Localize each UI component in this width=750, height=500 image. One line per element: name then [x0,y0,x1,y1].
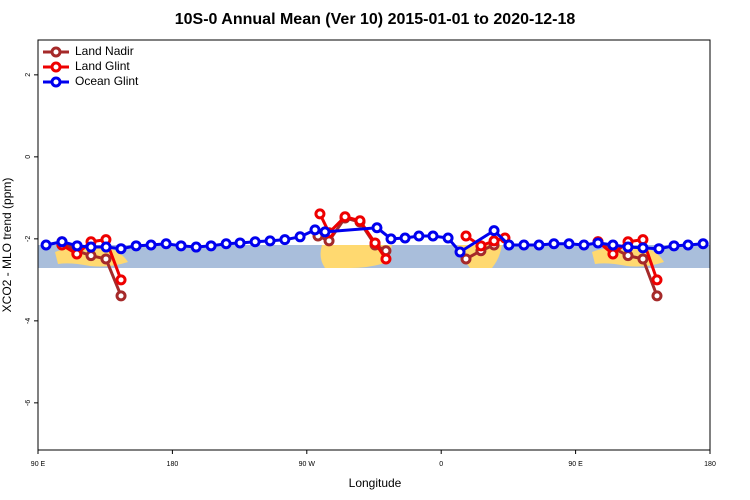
data-point [85,241,97,253]
x-tick-label: 0 [439,461,443,468]
data-point [697,238,709,250]
data-point [637,253,649,265]
data-point [249,236,261,248]
data-point [145,239,157,251]
x-tick-label: 180 [167,461,179,468]
data-point [56,236,68,248]
land-patch [320,245,392,268]
x-tick-label: 180 [704,461,716,468]
data-point [399,232,411,244]
data-point [309,224,321,236]
data-point [668,240,680,252]
legend-label: Land Glint [75,59,130,73]
data-point [205,240,217,252]
y-axis-label: XCO2 - MLO trend (ppm) [0,178,14,313]
y-tick-label: 0 [25,155,32,159]
data-point [503,239,515,251]
data-point [622,241,634,253]
data-point [607,239,619,251]
data-point [339,211,351,223]
data-point [100,241,112,253]
chart-title: 10S-0 Annual Mean (Ver 10) 2015-01-01 to… [175,11,576,28]
data-point [651,274,663,286]
data-point [40,239,52,251]
legend-label: Land Nadir [75,44,134,58]
data-point [220,238,232,250]
data-point [190,241,202,253]
y-tick-label: -4 [25,318,32,324]
data-point [682,239,694,251]
data-point [115,243,127,255]
plot-frame [37,39,711,451]
x-tick-label: 90 W [299,461,316,468]
data-point [369,237,381,249]
data-point [354,215,366,227]
data-point [592,237,604,249]
data-point [578,239,590,251]
data-point [460,230,472,242]
data-point [413,230,425,242]
data-point [475,240,487,252]
data-point [637,242,649,254]
y-tick-label: -6 [25,400,32,406]
x-axis-label: Longitude [349,476,402,490]
data-point [385,233,397,245]
data-point [279,234,291,246]
data-point [175,240,187,252]
data-point [264,235,276,247]
y-tick-label: -2 [25,236,32,242]
data-point [371,222,383,234]
y-tick-label: 2 [25,73,32,77]
data-point [518,239,530,251]
data-point [488,225,500,237]
data-point [442,232,454,244]
data-point [454,246,466,258]
data-point [130,240,142,252]
data-point [115,274,127,286]
data-point [460,253,472,265]
data-point [651,290,663,302]
x-tick-label: 90 E [568,461,583,468]
data-point [319,226,331,238]
x-tick-label: 90 E [31,461,46,468]
data-point [653,243,665,255]
data-point [488,235,500,247]
legend-label: Ocean Glint [75,74,139,88]
legend-marker [50,61,62,73]
data-point [548,238,560,250]
data-point [533,239,545,251]
data-point [607,248,619,260]
data-point [622,250,634,262]
data-point [160,238,172,250]
data-point [380,253,392,265]
data-point [234,237,246,249]
legend-marker [50,46,62,58]
data-point [115,290,127,302]
data-point [563,238,575,250]
data-point [71,240,83,252]
data-point [85,250,97,262]
data-point [427,230,439,242]
data-point [294,231,306,243]
data-point [100,253,112,265]
legend-marker [50,76,62,88]
data-point [314,208,326,220]
